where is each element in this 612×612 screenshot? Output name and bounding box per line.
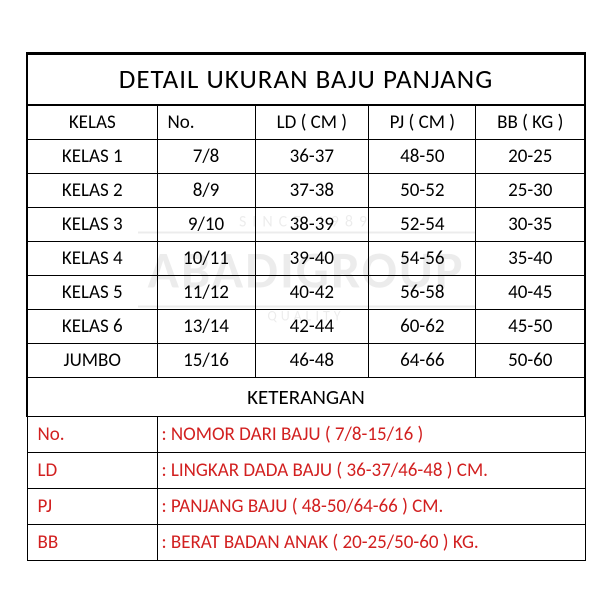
cell-kelas: KELAS 4: [27, 241, 157, 275]
size-table: DETAIL UKURAN BAJU PANJANG KELAS No. LD …: [26, 52, 586, 561]
legend-text: : NOMOR DARI BAJU ( 7/8-15/16 ): [157, 416, 585, 452]
cell-no: 7/8: [157, 139, 255, 173]
cell-no: 15/16: [157, 343, 255, 377]
cell-kelas: KELAS 5: [27, 275, 157, 309]
cell-pj: 60-62: [369, 309, 476, 343]
legend-text: : PANJANG BAJU ( 48-50/64-66 ) CM.: [157, 488, 585, 524]
cell-ld: 38-39: [255, 207, 369, 241]
cell-no: 11/12: [157, 275, 255, 309]
table-row: KELAS 28/937-3850-5225-30: [27, 173, 585, 207]
col-kelas: KELAS: [27, 105, 157, 140]
table-title: DETAIL UKURAN BAJU PANJANG: [27, 53, 585, 105]
cell-kelas: KELAS 6: [27, 309, 157, 343]
cell-ld: 40-42: [255, 275, 369, 309]
table-row: KELAS 17/836-3748-5020-25: [27, 139, 585, 173]
table-row: JUMBO15/1646-4864-6650-60: [27, 343, 585, 377]
cell-no: 10/11: [157, 241, 255, 275]
table-row: KELAS 613/1442-4460-6245-50: [27, 309, 585, 343]
legend-label: BB: [27, 524, 157, 560]
table-row: KELAS 511/1240-4256-5840-45: [27, 275, 585, 309]
cell-no: 9/10: [157, 207, 255, 241]
cell-bb: 40-45: [476, 275, 585, 309]
cell-kelas: JUMBO: [27, 343, 157, 377]
cell-ld: 46-48: [255, 343, 369, 377]
cell-bb: 20-25: [476, 139, 585, 173]
legend-row: PJ: PANJANG BAJU ( 48-50/64-66 ) CM.: [27, 488, 585, 524]
legend-label: LD: [27, 452, 157, 488]
legend-text: : BERAT BADAN ANAK ( 20-25/50-60 ) KG.: [157, 524, 585, 560]
cell-pj: 56-58: [369, 275, 476, 309]
legend-text: : LINGKAR DADA BAJU ( 36-37/46-48 ) CM.: [157, 452, 585, 488]
legend-row: LD: LINGKAR DADA BAJU ( 36-37/46-48 ) CM…: [27, 452, 585, 488]
col-bb: BB ( KG ): [476, 105, 585, 140]
cell-kelas: KELAS 2: [27, 173, 157, 207]
cell-ld: 42-44: [255, 309, 369, 343]
cell-bb: 50-60: [476, 343, 585, 377]
cell-pj: 54-56: [369, 241, 476, 275]
cell-kelas: KELAS 1: [27, 139, 157, 173]
cell-pj: 64-66: [369, 343, 476, 377]
cell-no: 8/9: [157, 173, 255, 207]
table-header-row: KELAS No. LD ( CM ) PJ ( CM ) BB ( KG ): [27, 105, 585, 140]
cell-pj: 50-52: [369, 173, 476, 207]
table-row: KELAS 39/1038-3952-5430-35: [27, 207, 585, 241]
cell-bb: 45-50: [476, 309, 585, 343]
col-pj: PJ ( CM ): [369, 105, 476, 140]
legend-row: No.: NOMOR DARI BAJU ( 7/8-15/16 ): [27, 416, 585, 452]
cell-bb: 35-40: [476, 241, 585, 275]
col-no: No.: [157, 105, 255, 140]
col-ld: LD ( CM ): [255, 105, 369, 140]
cell-pj: 52-54: [369, 207, 476, 241]
cell-ld: 36-37: [255, 139, 369, 173]
cell-ld: 37-38: [255, 173, 369, 207]
legend-row: BB: BERAT BADAN ANAK ( 20-25/50-60 ) KG.: [27, 524, 585, 560]
table-row: KELAS 410/1139-4054-5635-40: [27, 241, 585, 275]
legend-label: PJ: [27, 488, 157, 524]
cell-kelas: KELAS 3: [27, 207, 157, 241]
size-chart: DETAIL UKURAN BAJU PANJANG KELAS No. LD …: [26, 52, 586, 561]
cell-bb: 30-35: [476, 207, 585, 241]
cell-pj: 48-50: [369, 139, 476, 173]
legend-label: No.: [27, 416, 157, 452]
cell-no: 13/14: [157, 309, 255, 343]
cell-ld: 39-40: [255, 241, 369, 275]
keterangan-header: KETERANGAN: [27, 377, 585, 416]
cell-bb: 25-30: [476, 173, 585, 207]
